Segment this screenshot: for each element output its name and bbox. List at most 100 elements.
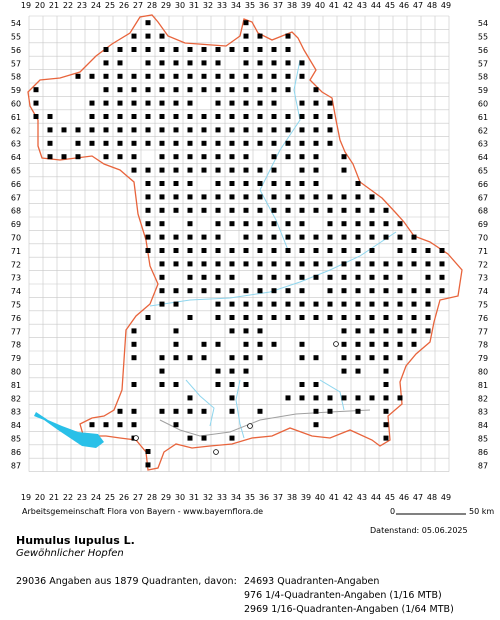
occurrence-square <box>313 248 319 253</box>
occurrence-square <box>327 127 333 133</box>
occurrence-square <box>229 355 235 361</box>
occurrence-square <box>257 140 263 146</box>
river-line <box>149 231 397 307</box>
occurrence-square <box>131 167 137 173</box>
occurrence-square <box>173 207 179 213</box>
occurrence-square <box>173 47 179 52</box>
occurrence-square <box>257 47 263 52</box>
occurrence-square <box>131 87 137 93</box>
occurrence-square <box>369 248 375 253</box>
column-label: 42 <box>343 1 353 10</box>
occurrence-square <box>103 422 109 428</box>
occurrence-square <box>201 114 207 119</box>
occurrence-square <box>159 408 165 414</box>
occurrence-square <box>131 114 137 119</box>
column-label: 39 <box>301 1 311 10</box>
occurrence-square <box>131 341 137 347</box>
column-label: 43 <box>357 493 367 500</box>
occurrence-square <box>341 341 347 347</box>
occurrence-square <box>201 341 207 347</box>
row-label: 65 <box>11 166 21 175</box>
occurrence-square <box>173 181 179 186</box>
occurrence-square <box>201 435 207 441</box>
row-labels-right: 54 55 56 57 58 59 60 61 62 63 64 65 66 67 68 69 70 71 72 73… <box>478 19 488 470</box>
row-label: 56 <box>11 46 21 55</box>
occurrence-square <box>229 435 235 441</box>
occurrence-square <box>369 341 375 347</box>
occurrence-square <box>327 114 333 119</box>
column-label: 45 <box>385 1 395 10</box>
occurrence-square <box>285 194 291 200</box>
occurrence-square <box>159 382 165 387</box>
occurrence-square <box>243 127 249 133</box>
occurrence-square <box>33 114 39 119</box>
column-label: 38 <box>287 493 297 500</box>
column-label: 39 <box>301 493 311 500</box>
occurrence-square <box>383 422 389 428</box>
occurrence-square <box>243 221 249 227</box>
species-common-name: Gewöhnlicher Hopfen <box>16 548 124 559</box>
occurrence-square <box>383 207 389 213</box>
row-label: 68 <box>478 207 488 216</box>
occurrence-square <box>229 73 235 79</box>
occurrence-square <box>187 395 193 401</box>
occurrence-square <box>285 73 291 79</box>
occurrence-square <box>341 288 347 294</box>
column-label: 32 <box>203 493 213 500</box>
occurrence-square <box>313 382 319 387</box>
occurrence-square <box>355 315 361 320</box>
occurrence-square <box>187 154 193 160</box>
occurrence-square <box>187 288 193 294</box>
occurrence-square <box>411 261 417 267</box>
occurrence-square <box>257 288 263 294</box>
occurrence-square <box>285 127 291 133</box>
occurrence-square <box>299 100 305 106</box>
occurrence-square <box>187 355 193 361</box>
occurrence-square <box>131 127 137 133</box>
occurrence-square <box>201 248 207 253</box>
occurrence-square <box>271 341 277 347</box>
occurrence-square <box>201 288 207 294</box>
occurrence-square <box>439 288 445 294</box>
column-label: 37 <box>273 1 283 10</box>
occurrence-hollow-circle <box>213 449 219 455</box>
occurrence-square <box>173 114 179 119</box>
occurrence-square <box>369 234 375 240</box>
occurrence-square <box>243 382 249 387</box>
occurrence-square <box>355 181 361 186</box>
column-label: 29 <box>161 1 171 10</box>
row-label: 71 <box>11 247 21 256</box>
occurrence-square <box>145 181 151 186</box>
occurrence-square <box>411 341 417 347</box>
occurrence-square <box>201 194 207 200</box>
occurrence-square <box>271 194 277 200</box>
lake-constance <box>34 412 104 448</box>
occurrence-square <box>173 140 179 146</box>
occurrence-square <box>313 395 319 401</box>
column-label: 24 <box>91 493 101 500</box>
occurrence-square <box>355 355 361 361</box>
occurrence-square <box>285 33 291 39</box>
row-label: 56 <box>478 46 488 55</box>
occurrence-square <box>173 87 179 93</box>
occurrence-square <box>299 127 305 133</box>
occurrence-square <box>117 422 123 428</box>
occurrence-square <box>187 408 193 414</box>
occurrence-square <box>327 100 333 106</box>
occurrence-square <box>341 221 347 227</box>
occurrence-square <box>341 328 347 334</box>
occurrence-square <box>383 435 389 441</box>
river-line <box>159 409 371 437</box>
occurrence-square <box>201 87 207 93</box>
occurrence-square <box>271 47 277 52</box>
occurrence-square <box>229 328 235 334</box>
column-label: 21 <box>49 493 59 500</box>
occurrence-square <box>215 100 221 106</box>
occurrence-square <box>47 114 53 119</box>
occurrence-square <box>383 341 389 347</box>
occurrence-square <box>145 207 151 213</box>
row-label: 63 <box>11 140 21 149</box>
row-label: 72 <box>478 260 488 269</box>
occurrence-square <box>355 274 361 280</box>
occurrence-square <box>271 127 277 133</box>
